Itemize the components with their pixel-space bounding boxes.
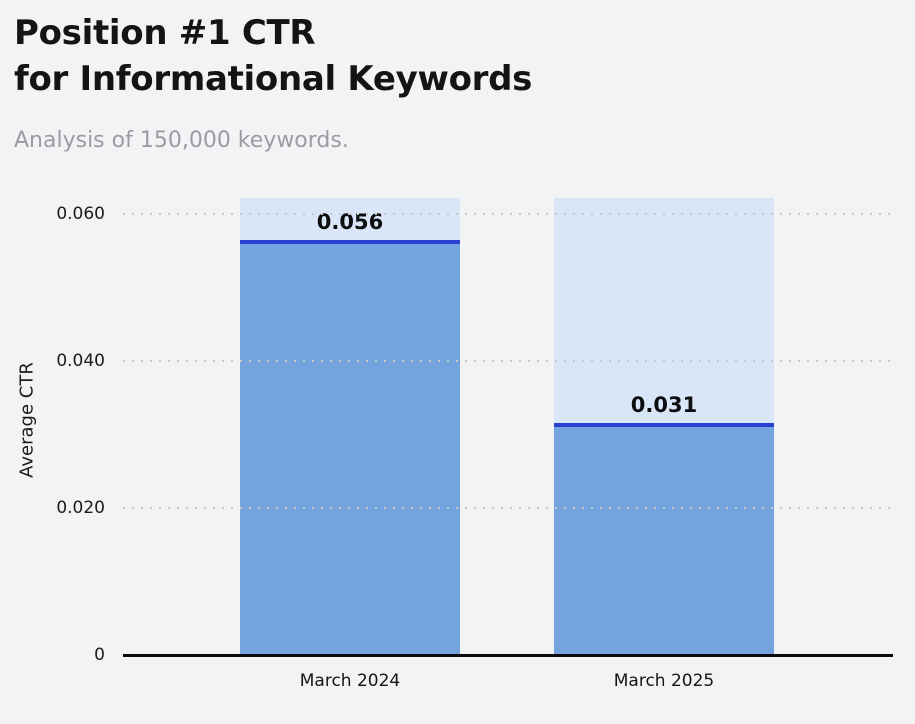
y-tick-label-0020: 0.020	[56, 498, 105, 519]
bar-value-label-march-2025: 0.031	[630, 393, 698, 418]
chart-title-line2: for Informational Keywords	[14, 59, 533, 99]
chart-header: Position #1 CTR for Informational Keywor…	[14, 10, 532, 153]
bar-march-2025: 0.031	[554, 198, 774, 655]
chart-subtitle: Analysis of 150,000 keywords.	[14, 128, 349, 153]
chart-title: Position #1 CTR for Informational Keywor…	[14, 10, 532, 102]
y-tick-label-0060: 0.060	[56, 204, 105, 225]
x-axis-line	[123, 654, 893, 657]
gridline-0020	[123, 507, 893, 510]
gridline-0060	[123, 213, 893, 216]
bar-march-2024: 0.056	[240, 198, 460, 655]
y-tick-label-0040: 0.040	[56, 351, 105, 372]
y-tick-label-0: 0	[94, 645, 105, 665]
plot-area: 0.056 0.031	[123, 198, 893, 657]
x-tick-label-march-2024: March 2024	[299, 671, 401, 691]
gridline-0040	[123, 360, 893, 363]
bar-fill-march-2024	[240, 239, 460, 655]
chart-title-line1: Position #1 CTR	[14, 13, 316, 53]
x-tick-label-march-2025: March 2025	[613, 671, 715, 691]
y-axis-title: Average CTR	[16, 362, 38, 478]
bar-fill-march-2025	[554, 423, 774, 655]
